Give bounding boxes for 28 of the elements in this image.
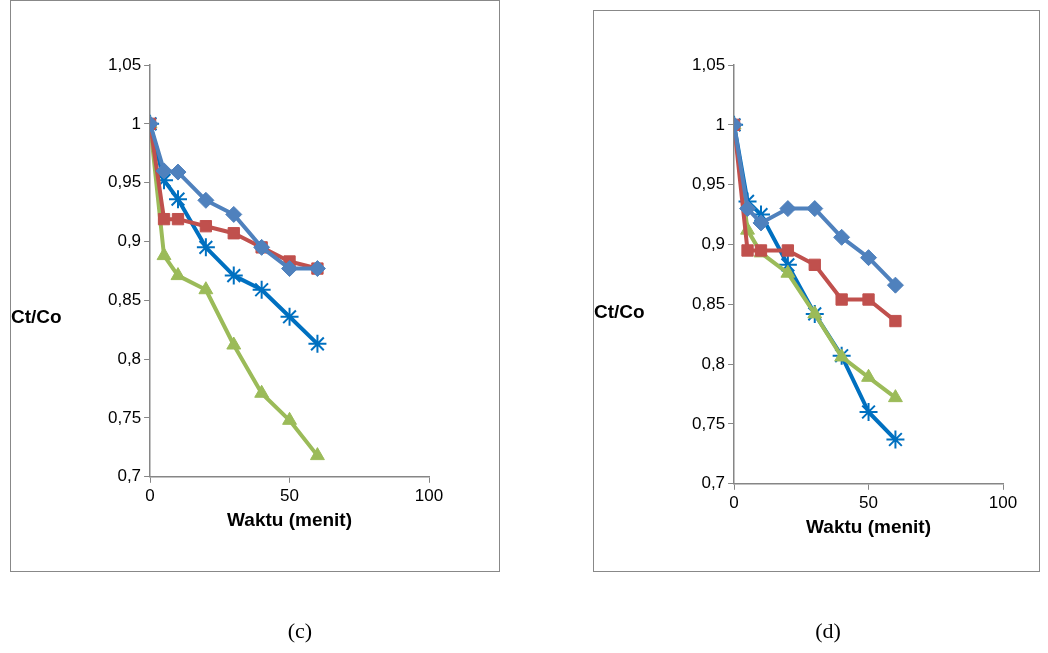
x-tick-label: 50 bbox=[859, 492, 878, 512]
x-tick-label: 100 bbox=[988, 492, 1018, 512]
y-tick-label: 0,9 bbox=[117, 231, 142, 251]
y-tick-label: 0,85 bbox=[107, 290, 142, 309]
y-tick-label: 0,7 bbox=[117, 466, 142, 486]
y-tick-label: 1 bbox=[131, 113, 142, 133]
x-tick-label: 50 bbox=[280, 485, 299, 505]
y-tick-label: 1 bbox=[715, 114, 726, 134]
text: (c) bbox=[286, 618, 314, 644]
y-tick-label: 0,75 bbox=[691, 413, 726, 433]
x-axis-title: Waktu (menit) bbox=[806, 515, 931, 537]
y-tick-label: 0,8 bbox=[701, 353, 726, 373]
y-tick-label: 0,75 bbox=[107, 407, 142, 427]
y-tick-label: 0,85 bbox=[691, 294, 726, 313]
y-tick-label: 1,05 bbox=[691, 54, 726, 74]
y-axis-title: Ct/Co bbox=[11, 306, 62, 328]
y-tick-label: 1,05 bbox=[107, 54, 142, 74]
y-tick-label: 0,9 bbox=[701, 234, 726, 254]
y-tick-label: 0,8 bbox=[117, 348, 142, 368]
x-tick-label: 0 bbox=[145, 485, 155, 505]
y-tick-label: 0,95 bbox=[691, 174, 726, 194]
y-axis-title: Ct/Co bbox=[594, 301, 645, 323]
x-axis-title: Waktu (menit) bbox=[227, 508, 352, 530]
y-tick-label: 0,95 bbox=[107, 172, 142, 192]
x-tick-label: 0 bbox=[729, 492, 739, 512]
x-tick-label: 100 bbox=[414, 485, 444, 505]
y-tick-label: 0,7 bbox=[701, 473, 726, 493]
text: (d) bbox=[814, 618, 842, 644]
